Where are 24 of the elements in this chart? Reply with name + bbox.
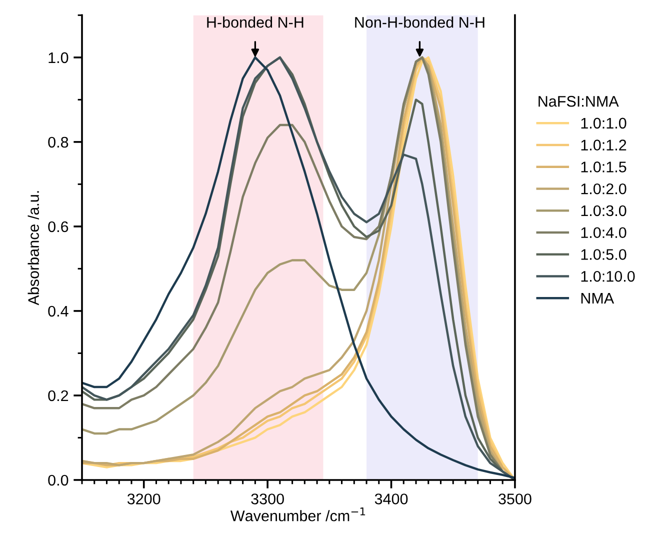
y-tick-label: 0.0 <box>48 474 68 486</box>
x-tick-label: 3400 <box>374 494 408 504</box>
legend-label: 1.0:1.2 <box>581 140 626 150</box>
annotation: Non-H-bonded N-H <box>355 16 484 28</box>
legend-label: 1.0:1.5 <box>581 162 626 172</box>
x-tick-label: 3500 <box>498 494 532 504</box>
legend-label: 1.0:4.0 <box>581 227 626 238</box>
legend-label: 1.0:1.0 <box>581 118 626 129</box>
legend-label: 1.0:10.0 <box>581 270 635 282</box>
legend-label: NMA <box>581 293 614 304</box>
x-tick-label: 3200 <box>127 494 160 504</box>
y-tick-label: 0.6 <box>48 221 68 232</box>
legend-label: 1.0:3.0 <box>581 205 626 216</box>
legend-label: 1.0:2.0 <box>581 183 626 194</box>
legend-title: NaFSI:NMA <box>538 96 619 107</box>
y-axis-title: Absorbance /a.u. <box>28 191 39 306</box>
y-tick-label: 0.4 <box>48 306 68 317</box>
annotation: H-bonded N-H <box>207 16 304 28</box>
x-tick-label: 3300 <box>251 494 284 504</box>
legend-label: 1.0:5.0 <box>581 249 626 260</box>
y-tick-label: 0.8 <box>48 136 68 148</box>
y-tick-label: 0.2 <box>48 390 68 402</box>
x-axis-title: Wavenumber /cm$^{−1}$ <box>230 508 366 522</box>
y-tick-label: 1.0 <box>48 52 68 64</box>
